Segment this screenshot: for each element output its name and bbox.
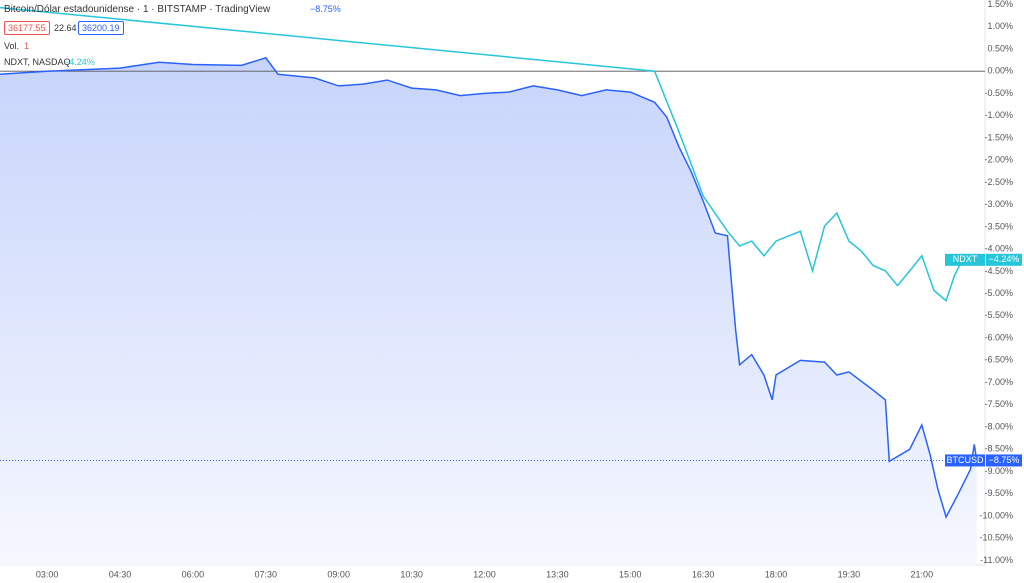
y-tick-label: -9.00% (984, 466, 1013, 476)
y-tick-label: -4.50% (984, 266, 1013, 276)
y-tick-label: -7.00% (984, 377, 1013, 387)
x-tick-label: 19:30 (838, 569, 861, 579)
y-tick-label: -3.50% (984, 221, 1013, 231)
area (0, 57, 977, 566)
y-tick-label: -4.00% (984, 244, 1013, 254)
x-tick-label: 09:00 (327, 569, 350, 579)
y-tick-label: -3.00% (984, 199, 1013, 209)
value-tag-text: −8.75% (989, 455, 1020, 465)
compare: NDXT, NASDAQ (4, 57, 71, 67)
vol-label: Vol. (4, 41, 20, 51)
compare-change: −4.24% (64, 57, 95, 67)
y-tick-label: -2.00% (984, 155, 1013, 165)
y-tick-label: -8.50% (984, 444, 1013, 454)
series-line (0, 56, 978, 519)
ask[interactable]: 36200.19 (78, 21, 124, 35)
x-tick-label: 06:00 (182, 569, 205, 579)
y-tick-label: -1.00% (984, 110, 1013, 120)
y-tick-label: -5.50% (984, 310, 1013, 320)
x-tick-label: 18:00 (765, 569, 788, 579)
name-tag-text: NDXT (953, 254, 978, 264)
vol-value: 1 (24, 41, 30, 51)
y-tick-label: -8.00% (984, 421, 1013, 431)
y-tick-label: 1.50% (987, 0, 1013, 9)
name-tag (945, 253, 985, 266)
x-tick-label: 03:00 (36, 569, 59, 579)
y-tick-label: 0.00% (987, 66, 1013, 76)
x-tick-label: 15:00 (619, 569, 642, 579)
y-tick-label: -1.50% (984, 132, 1013, 142)
value-tag (986, 454, 1022, 467)
y-tick-label: -10.50% (979, 533, 1013, 543)
y-tick-label: -10.00% (979, 510, 1013, 520)
y-tick-label: 1.00% (987, 21, 1013, 31)
y-tick-label: 0.50% (987, 43, 1013, 53)
y-tick-label: -11.00% (980, 555, 1013, 565)
bid[interactable]: 36177.55 (4, 21, 50, 35)
x-tick-label: 10:30 (400, 569, 423, 579)
change: −8.75% (310, 4, 341, 14)
x-tick-label: 07:30 (255, 569, 278, 579)
x-tick-label: 21:00 (911, 569, 934, 579)
y-tick-label: -7.50% (984, 399, 1013, 409)
x-tick-label: 04:30 (109, 569, 132, 579)
y-tick-label: -9.50% (984, 488, 1013, 498)
y-tick-label: -6.00% (984, 332, 1013, 342)
spread: 22.64 (54, 23, 77, 33)
title: Bitcoin/Dólar estadounidense · 1 · BITST… (4, 4, 271, 15)
y-tick-label: -6.50% (984, 355, 1013, 365)
name-tag-text: BTCUSD (946, 455, 984, 465)
y-tick-label: -5.00% (984, 288, 1013, 298)
x-tick-label: 16:30 (692, 569, 715, 579)
value-tag-text: −4.24% (989, 254, 1020, 264)
name-tag (945, 454, 985, 467)
x-tick-label: 12:00 (473, 569, 496, 579)
y-tick-label: -2.50% (984, 177, 1013, 187)
value-tag (986, 253, 1022, 266)
x-tick-label: 13:30 (546, 569, 569, 579)
y-tick-label: -0.50% (984, 88, 1013, 98)
series-line (0, 6, 963, 302)
